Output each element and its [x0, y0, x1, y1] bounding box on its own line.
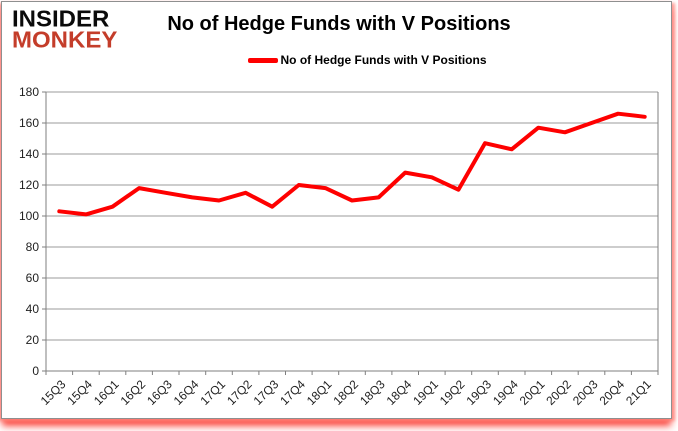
logo-line-monkey: MONKEY: [12, 27, 118, 54]
chart-title: No of Hedge Funds with V Positions: [167, 13, 511, 35]
insider-monkey-logo: INSIDER MONKEY: [12, 6, 118, 54]
legend-line-swatch-icon: [247, 57, 278, 63]
legend: No of Hedge Funds with V Positions: [28, 53, 678, 67]
logo-line-insider: INSIDER: [12, 6, 110, 33]
legend-label: No of Hedge Funds with V Positions: [280, 53, 487, 67]
